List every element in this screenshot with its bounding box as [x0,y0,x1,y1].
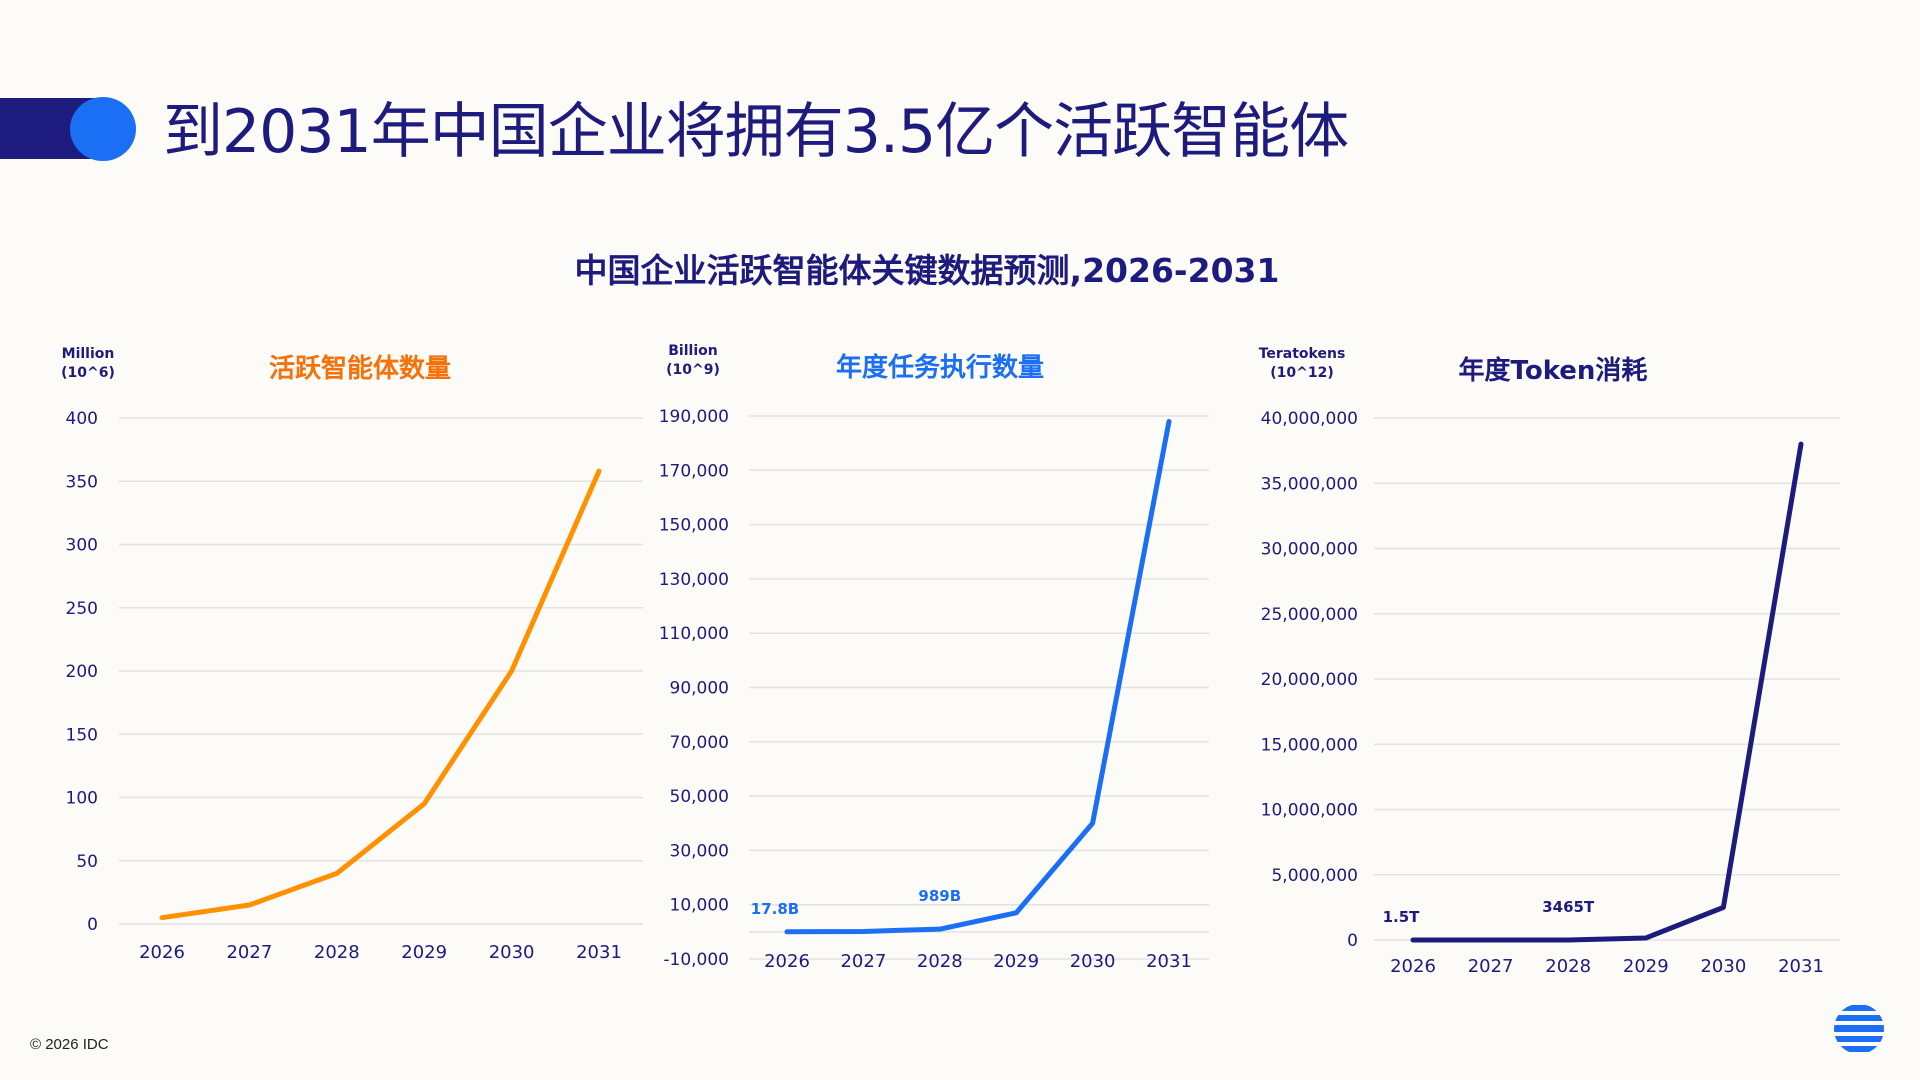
chart-group-subtitle: 中国企业活跃智能体关键数据预测,2026-2031 [574,251,1280,290]
y-tick-label: 10,000,000 [1261,801,1358,821]
x-tick-label: 2029 [401,942,447,963]
y-tick-label: 350 [66,472,98,492]
x-tick-label: 2031 [1778,956,1824,977]
x-tick-label: 2030 [1070,951,1116,972]
chart-title: 年度任务执行数量 [836,352,1044,383]
x-tick-label: 2026 [764,951,810,972]
y-axis-unit-exponent: (10^12) [1270,365,1334,381]
y-tick-label: 30,000,000 [1261,540,1358,560]
y-axis-unit: Million [62,346,115,362]
x-tick-label: 2027 [226,942,272,963]
y-tick-label: 400 [66,409,98,429]
x-tick-label: 2028 [314,942,360,963]
y-tick-label: -10,000 [663,950,729,970]
idc-logo-icon [1834,1005,1884,1052]
y-tick-label: 0 [1347,931,1358,951]
y-tick-label: 10,000 [670,896,729,916]
x-tick-label: 2028 [1545,956,1591,977]
y-tick-label: 190,000 [659,407,729,427]
y-tick-label: 170,000 [659,461,729,481]
y-tick-label: 250 [66,599,98,619]
y-axis-unit: Teratokens [1259,346,1346,362]
y-tick-label: 25,000,000 [1261,605,1358,625]
data-label: 989B [918,887,961,905]
y-tick-label: 130,000 [659,570,729,590]
x-tick-label: 2027 [1468,956,1514,977]
y-tick-label: 70,000 [670,733,729,753]
data-label: 3465T [1542,898,1595,916]
data-label: 1.5T [1383,908,1421,926]
x-tick-label: 2031 [576,942,622,963]
y-tick-label: 110,000 [659,624,729,644]
y-axis-unit-exponent: (10^9) [666,362,720,378]
y-tick-label: 15,000,000 [1261,735,1358,755]
chart-title: 活跃智能体数量 [269,353,451,384]
x-tick-label: 2027 [840,951,886,972]
x-tick-label: 2029 [993,951,1039,972]
x-tick-label: 2030 [1700,956,1746,977]
y-axis-unit: Billion [668,343,717,359]
x-tick-label: 2031 [1146,951,1192,972]
x-tick-label: 2028 [917,951,963,972]
y-tick-label: 100 [66,789,98,809]
header-accent-dot [70,97,136,161]
series-line [784,418,1172,935]
x-tick-label: 2026 [1390,956,1436,977]
chart-title: 年度Token消耗 [1459,355,1648,386]
y-tick-label: 35,000,000 [1261,474,1358,494]
y-tick-label: 200 [66,662,98,682]
y-tick-label: 20,000,000 [1261,670,1358,690]
y-tick-label: 0 [87,915,98,935]
x-tick-label: 2026 [139,942,185,963]
y-tick-label: 50 [76,852,98,872]
x-tick-label: 2029 [1623,956,1669,977]
page-title: 到2031年中国企业将拥有3.5亿个活跃智能体 [163,97,1349,167]
y-tick-label: 5,000,000 [1271,866,1358,886]
series-line [159,468,602,921]
y-tick-label: 40,000,000 [1261,409,1358,429]
y-tick-label: 30,000 [670,841,729,861]
data-label: 17.8B [751,900,799,918]
copyright: © 2026 IDC [30,1036,109,1053]
y-tick-label: 150 [66,725,98,745]
y-axis-unit-exponent: (10^6) [61,365,115,381]
series-line [1410,441,1804,943]
y-tick-label: 90,000 [670,679,729,699]
y-tick-label: 50,000 [670,787,729,807]
y-tick-label: 150,000 [659,516,729,536]
x-tick-label: 2030 [489,942,535,963]
y-tick-label: 300 [66,536,98,556]
